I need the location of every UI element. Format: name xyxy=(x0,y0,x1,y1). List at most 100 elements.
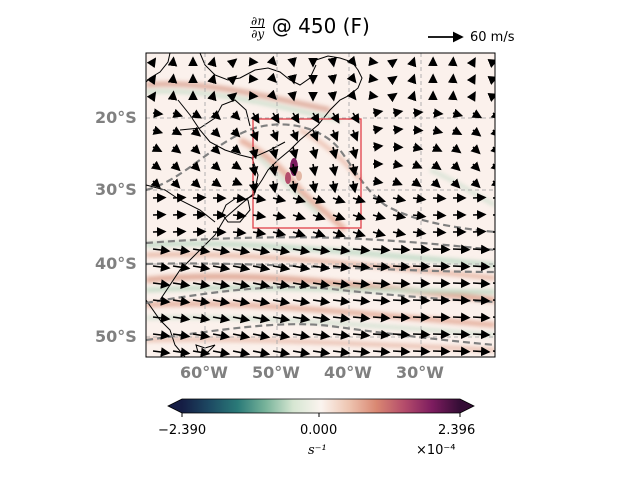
wind-vector xyxy=(191,109,203,119)
wind-vector xyxy=(327,74,338,85)
wind-vector xyxy=(252,279,271,290)
wind-vector xyxy=(392,295,411,306)
wind-vector xyxy=(272,313,291,324)
wind-vector xyxy=(172,193,187,203)
wind-vector xyxy=(312,194,326,204)
wind-vector xyxy=(210,161,221,172)
wind-vector xyxy=(450,143,462,154)
wind-vector xyxy=(352,228,366,238)
wind-vector xyxy=(412,125,424,135)
wind-vector xyxy=(192,347,211,357)
wind-vector xyxy=(432,329,451,340)
wind-vector xyxy=(332,262,351,272)
wind-vector xyxy=(252,347,271,357)
wind-vector xyxy=(292,279,311,290)
wind-vector xyxy=(372,228,387,238)
wind-vector xyxy=(287,74,297,85)
wind-vector xyxy=(470,126,482,137)
wind-vector xyxy=(192,296,211,307)
wind-vector xyxy=(232,227,247,238)
wind-vector xyxy=(472,261,491,272)
wind-vector xyxy=(252,262,271,273)
wind-vector xyxy=(292,228,307,238)
wind-vector xyxy=(349,146,359,160)
wind-vector xyxy=(430,160,442,171)
wind-vector xyxy=(290,112,300,124)
wind-vector xyxy=(151,143,163,152)
wind-vector xyxy=(170,178,181,189)
wind-vector xyxy=(392,312,411,323)
wind-vector xyxy=(372,176,384,186)
wind-vector xyxy=(490,144,495,155)
wind-vector xyxy=(330,112,340,124)
wind-vector xyxy=(212,296,231,307)
wind-vector xyxy=(431,143,443,152)
wind-vector xyxy=(452,278,471,289)
map-frame xyxy=(145,52,496,358)
wind-vector xyxy=(372,194,387,204)
wind-vector xyxy=(452,295,471,306)
wind-vector xyxy=(472,193,487,203)
wind-vector xyxy=(190,161,201,172)
wind-vector xyxy=(432,346,451,357)
wind-vector xyxy=(269,146,279,160)
wind-vector xyxy=(392,261,411,272)
wind-vector xyxy=(272,211,287,221)
colorbar-max-label: 2.396 xyxy=(438,423,476,438)
lon-label-60w: 60°W xyxy=(180,363,228,382)
wind-vector xyxy=(292,262,311,273)
wind-vector xyxy=(432,193,447,203)
wind-vector xyxy=(327,57,338,68)
wind-vector xyxy=(368,56,379,67)
wind-vector xyxy=(190,126,202,137)
wind-vector xyxy=(270,112,280,124)
wind-vector xyxy=(146,74,157,86)
wind-vector xyxy=(432,261,451,272)
wind-vector xyxy=(212,330,231,341)
wind-vector xyxy=(432,210,447,220)
wind-vector xyxy=(310,112,320,124)
wind-vector xyxy=(192,330,211,341)
wind-vector xyxy=(332,279,351,289)
wind-vector xyxy=(171,126,183,136)
wind-vector xyxy=(248,163,259,177)
wind-vector xyxy=(252,210,267,221)
wind-vector xyxy=(172,347,191,357)
wind-vector xyxy=(272,296,291,307)
wind-vector xyxy=(232,262,251,273)
wind-vector xyxy=(172,210,187,220)
wind-vector xyxy=(170,143,182,154)
wind-vector xyxy=(287,57,297,68)
wind-vector xyxy=(211,177,222,188)
wind-vector xyxy=(452,346,471,357)
lon-label-50w: 50°W xyxy=(252,363,300,382)
wind-vector xyxy=(352,330,371,340)
wind-vector xyxy=(272,262,291,273)
wind-vector xyxy=(392,125,404,135)
wind-vector xyxy=(392,159,404,169)
wind-vector xyxy=(252,245,271,256)
wind-vector xyxy=(266,89,277,101)
wind-vector xyxy=(232,296,251,307)
wind-vector xyxy=(292,296,311,307)
wind-vector xyxy=(352,279,371,289)
wind-vector xyxy=(292,211,307,221)
wind-vector xyxy=(210,110,222,120)
wind-vector xyxy=(172,279,191,289)
wind-vector xyxy=(466,57,476,68)
wind-vector xyxy=(430,178,441,189)
wind-vector xyxy=(472,278,491,289)
wind-vector xyxy=(170,161,181,172)
wind-vector xyxy=(412,142,424,152)
wind-vector xyxy=(292,347,311,357)
wind-vector xyxy=(412,193,427,204)
wind-vector xyxy=(432,278,451,289)
wind-vector xyxy=(392,176,403,186)
wind-vector xyxy=(172,108,184,118)
wind-vector xyxy=(352,194,366,204)
wind-vector xyxy=(348,180,359,194)
wind-vector xyxy=(190,178,201,189)
wind-vector xyxy=(412,227,427,238)
wind-vector xyxy=(172,227,187,237)
wind-vectors xyxy=(146,55,495,357)
